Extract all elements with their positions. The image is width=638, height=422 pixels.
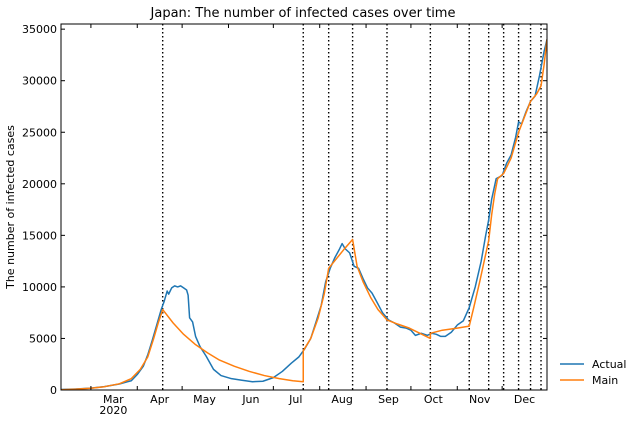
x-tick-label: Apr	[150, 393, 170, 406]
y-axis: 0 5000 10000 15000 20000 25000 30000 35000	[22, 23, 547, 397]
x-tick-label: Sep	[378, 393, 399, 406]
y-tick-label: 10000	[22, 281, 57, 294]
y-tick-label: 25000	[22, 126, 57, 139]
y-tick-label: 0	[50, 384, 57, 397]
x-tick-sublabel: 2020	[99, 404, 127, 417]
y-tick-label: 35000	[22, 23, 57, 36]
series-layer	[61, 39, 547, 390]
y-axis-label: The number of infected cases	[4, 125, 17, 290]
legend-label: Actual	[592, 358, 626, 371]
y-tick-label: 20000	[22, 178, 57, 191]
x-tick-label: Mar	[103, 393, 124, 406]
legend: Actual Main	[560, 358, 626, 387]
x-tick-label: Dec	[514, 393, 535, 406]
x-tick-label: May	[193, 393, 216, 406]
y-tick-label: 15000	[22, 229, 57, 242]
x-tick-label: Jun	[241, 393, 259, 406]
x-tick-label: Oct	[424, 393, 444, 406]
x-tick-label: Aug	[331, 393, 352, 406]
chart-title: Japan: The number of infected cases over…	[150, 6, 456, 21]
y-tick-label: 30000	[22, 75, 57, 88]
legend-label: Main	[592, 374, 618, 387]
x-tick-label: Jul	[288, 393, 302, 406]
x-tick-label: Nov	[469, 393, 491, 406]
y-tick-label: 5000	[29, 332, 57, 345]
series-line-actual	[61, 39, 547, 390]
series-line-main	[61, 39, 547, 390]
change-point-lines	[161, 24, 542, 390]
plot-frame	[60, 23, 548, 391]
